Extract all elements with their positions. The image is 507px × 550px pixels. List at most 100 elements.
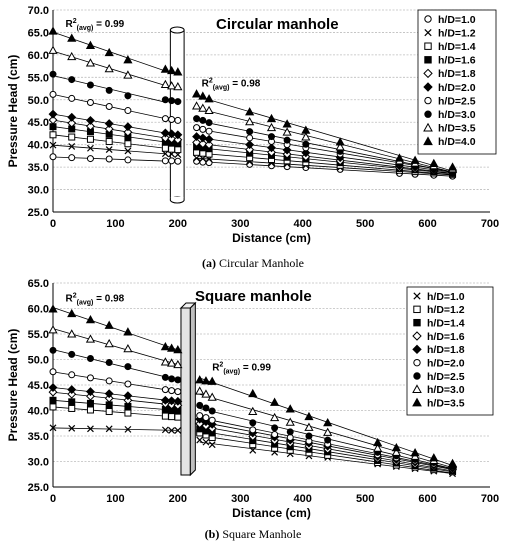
y-tick-label: 45.0 [28, 380, 49, 392]
chart-panel-1: 25.0 30.0 35.0 40.0 45.0 50.0 55.0 60.0 65.0 70.0… [6, 5, 499, 270]
data-point [271, 430, 279, 438]
legend-marker [412, 331, 422, 341]
x-tick-label: 0 [50, 218, 56, 230]
data-point [68, 133, 76, 141]
data-point [410, 155, 420, 164]
x-tick-label: 400 [294, 218, 312, 230]
data-point [68, 143, 76, 150]
data-point [204, 105, 214, 115]
legend-marker [423, 122, 433, 132]
x-tick-label: 200 [169, 493, 187, 505]
data-point [199, 125, 207, 133]
data-point [123, 327, 133, 336]
legend-marker [424, 56, 432, 64]
y-tick-label: 55.0 [28, 72, 49, 84]
data-point [323, 417, 333, 427]
data-point [67, 51, 77, 61]
data-point [104, 320, 114, 329]
data-point [49, 141, 57, 149]
data-point [191, 89, 202, 98]
series-h-D-1-0 [49, 153, 457, 180]
y-tick-label: 50.0 [28, 355, 49, 367]
data-point [160, 395, 170, 405]
manhole-box [179, 301, 197, 477]
y-tick-label: 50.0 [28, 95, 49, 107]
legend-entry: h/D=1.0 [427, 291, 465, 303]
legend-marker [413, 372, 421, 380]
data-point [196, 401, 204, 409]
y-tick-label: 45.0 [28, 117, 49, 129]
data-point [167, 129, 177, 139]
data-point [246, 128, 254, 136]
data-point [86, 115, 95, 125]
x-tick-label: 100 [106, 218, 124, 230]
legend-entry: h/D=2.5 [438, 95, 476, 107]
legend-marker [424, 15, 432, 23]
data-point [104, 393, 114, 403]
data-point [196, 412, 204, 420]
data-point [202, 414, 210, 422]
data-point [208, 416, 216, 424]
data-point [85, 314, 96, 324]
data-point [207, 392, 217, 401]
trend-line [52, 427, 178, 431]
data-point [161, 144, 169, 152]
data-point [394, 153, 405, 162]
data-point [86, 81, 94, 89]
legend-marker [412, 384, 422, 394]
data-point [167, 65, 177, 75]
data-point [249, 446, 257, 454]
data-point [48, 383, 58, 393]
data-point [68, 154, 76, 162]
data-point [86, 121, 95, 131]
data-point [205, 127, 213, 135]
data-point [208, 407, 216, 415]
data-point [105, 103, 113, 111]
data-point [301, 132, 311, 141]
data-point [174, 388, 182, 396]
data-point [124, 409, 132, 417]
data-point [68, 398, 76, 406]
data-point [105, 146, 113, 154]
legend-entry: h/D=1.2 [427, 304, 465, 316]
data-point [105, 408, 113, 416]
data-point [49, 424, 57, 432]
data-point [373, 437, 383, 447]
data-point [283, 136, 291, 144]
data-point [105, 359, 113, 367]
data-point [123, 127, 133, 137]
data-point [124, 380, 132, 388]
data-point [67, 308, 77, 318]
legend-marker [413, 358, 421, 367]
r2-annotation: R2(avg) = 0.99 [65, 18, 124, 32]
data-point [267, 143, 276, 153]
data-point [104, 64, 114, 73]
data-point [105, 138, 113, 146]
data-point [124, 107, 132, 115]
data-point [160, 128, 170, 138]
trend-line [196, 107, 453, 173]
data-point [204, 134, 214, 144]
x-tick-label: 300 [231, 493, 249, 505]
data-point [271, 424, 279, 432]
data-point [173, 81, 183, 91]
y-tick-label: 25.0 [28, 207, 49, 219]
x-tick-label: 500 [356, 218, 374, 230]
data-point [248, 388, 258, 398]
data-point [49, 90, 57, 98]
data-point [104, 338, 114, 348]
legend: h/D=1.0h/D=1.2 h/D=1.4 h/D=1.6h/D=1.8 h/D=2… [417, 9, 497, 155]
y-tick-label: 60.0 [28, 50, 49, 62]
data-point [267, 147, 276, 157]
data-point [410, 448, 420, 457]
x-tick-label: 700 [481, 218, 499, 230]
data-point [124, 363, 132, 371]
data-point [48, 387, 58, 397]
trend-line [196, 152, 453, 176]
data-point [198, 103, 208, 112]
x-tick-label: 700 [481, 493, 499, 505]
data-point [123, 344, 133, 353]
y-tick-label: 30.0 [28, 457, 49, 469]
data-point [174, 116, 182, 124]
data-point [173, 396, 183, 406]
